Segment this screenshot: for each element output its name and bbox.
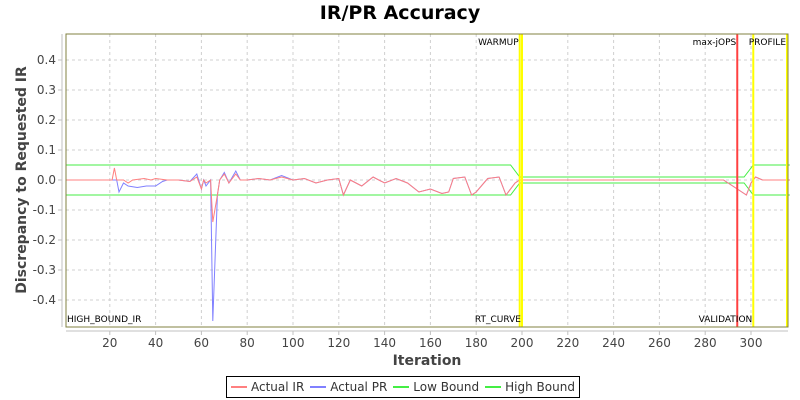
x-tick-label: 180 bbox=[465, 336, 488, 350]
legend-label: Low Bound bbox=[413, 380, 480, 394]
x-axis-ticks: 20 40 60 80 100 120 140 160 180 200 220 240 260 280 30… bbox=[102, 331, 762, 350]
marker-label: WARMUP bbox=[478, 38, 519, 48]
x-tick-label: 100 bbox=[282, 336, 305, 350]
y-tick-label: 0.1 bbox=[37, 143, 56, 157]
legend-item-low-bound: Low Bound bbox=[393, 380, 479, 394]
y-tick-label: -0.2 bbox=[33, 233, 56, 247]
legend-label: High Bound bbox=[505, 380, 575, 394]
x-tick-label: 60 bbox=[194, 336, 209, 350]
y-tick-label: -0.4 bbox=[33, 293, 56, 307]
x-tick-label: 160 bbox=[419, 336, 442, 350]
plot-border bbox=[65, 33, 789, 328]
legend-swatch-icon bbox=[310, 386, 327, 388]
legend-label: Actual PR bbox=[330, 380, 388, 394]
series-high-bound bbox=[66, 164, 790, 178]
x-tick-label: 120 bbox=[327, 336, 350, 350]
chart-title: IR/PR Accuracy bbox=[319, 2, 481, 24]
y-tick-label: 0.2 bbox=[37, 113, 56, 127]
y-tick-label: 0.0 bbox=[37, 173, 56, 187]
x-tick-label: 80 bbox=[240, 336, 255, 350]
x-tick-label: 220 bbox=[556, 336, 579, 350]
x-tick-label: 140 bbox=[373, 336, 396, 350]
marker-label: PROFILE bbox=[749, 38, 787, 48]
marker-label: VALIDATION bbox=[699, 315, 753, 325]
y-axis-label: Discrepancy to Requested IR bbox=[14, 66, 30, 294]
series-actual-ir bbox=[66, 167, 790, 223]
x-tick-label: 280 bbox=[694, 336, 717, 350]
y-tick-label: -0.1 bbox=[33, 203, 56, 217]
series-low-bound bbox=[66, 182, 790, 196]
marker-label: RT_CURVE bbox=[475, 315, 521, 325]
legend-swatch-icon bbox=[231, 386, 247, 388]
x-tick-label: 300 bbox=[740, 336, 763, 350]
data-series bbox=[66, 164, 790, 322]
y-tick-label: 0.3 bbox=[37, 83, 56, 97]
marker-label: max-jOPS bbox=[693, 38, 737, 48]
x-tick-label: 40 bbox=[148, 336, 163, 350]
legend: Actual IR Actual PR Low Bound High Bound bbox=[226, 376, 580, 398]
legend-item-actual-pr: Actual PR bbox=[310, 380, 387, 394]
legend-label: Actual IR bbox=[251, 380, 305, 394]
legend-item-high-bound: High Bound bbox=[485, 380, 575, 394]
y-tick-label: -0.3 bbox=[33, 263, 56, 277]
x-tick-label: 200 bbox=[511, 336, 534, 350]
x-tick-label: 240 bbox=[602, 336, 625, 350]
series-actual-pr bbox=[66, 169, 790, 322]
y-tick-label: 0.4 bbox=[37, 53, 56, 67]
x-tick-label: 260 bbox=[648, 336, 671, 350]
y-axis-ticks: 0.4 0.3 0.2 0.1 0.0 -0.1 -0.2 -0.3 -0.4 bbox=[33, 53, 62, 307]
marker-label: HIGH_BOUND_IR bbox=[67, 315, 141, 325]
legend-item-actual-ir: Actual IR bbox=[231, 380, 304, 394]
legend-swatch-icon bbox=[485, 386, 502, 388]
x-axis-label: Iteration bbox=[393, 353, 462, 369]
legend-swatch-icon bbox=[393, 386, 410, 388]
x-tick-label: 20 bbox=[102, 336, 117, 350]
phase-markers: HIGH_BOUND_IR WARMUP RT_CURVE max-jOPS VALID… bbox=[67, 34, 788, 327]
